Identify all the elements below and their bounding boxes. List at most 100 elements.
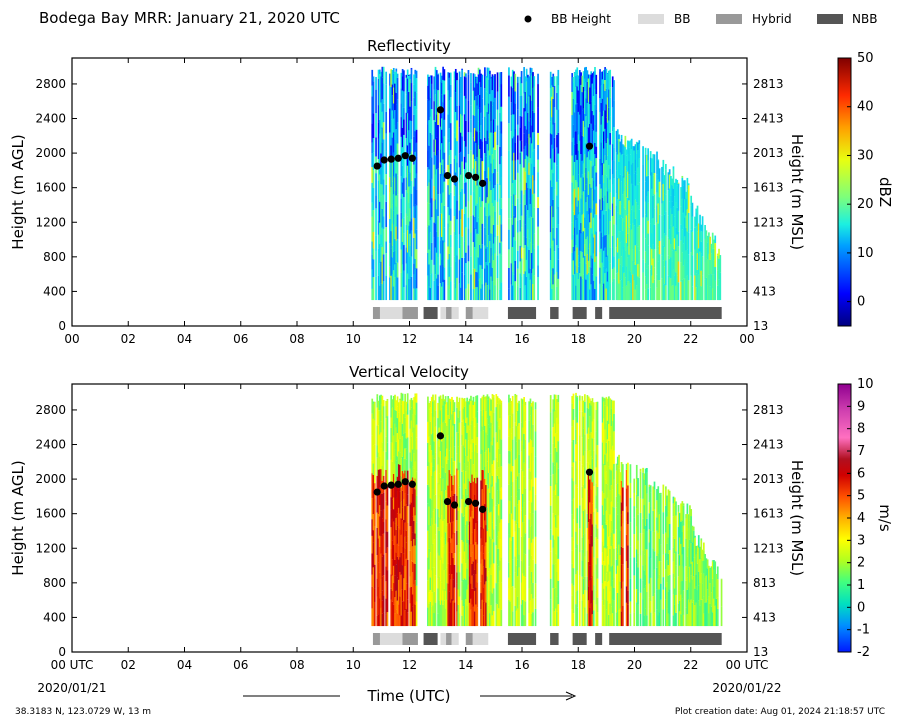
bb-type-bar-hybrid bbox=[372, 307, 380, 319]
y-tick-label-right: 1213 bbox=[753, 215, 784, 229]
reflectivity-panel: Reflectivity 00 02 04 06 08 10 12 14 16 18 20 22 000… bbox=[9, 37, 894, 346]
bb-height-point bbox=[450, 501, 459, 509]
bb-height-point bbox=[394, 154, 402, 162]
bb-height-point bbox=[380, 482, 388, 490]
vertical-velocity-ylabel-left: Height (m AGL) bbox=[9, 460, 27, 575]
legend-bb-height-label: BB Height bbox=[551, 12, 611, 26]
y-tick-label-left: 400 bbox=[43, 284, 66, 298]
bb-height-point bbox=[380, 156, 388, 164]
x-tick-label: 14 bbox=[458, 332, 473, 346]
y-tick-label-right: 813 bbox=[753, 576, 776, 590]
x-tick-label: 10 bbox=[346, 332, 361, 346]
bb-height-point bbox=[401, 478, 409, 486]
legend-bb-height-marker bbox=[524, 15, 532, 23]
bb-type-bar-nbb bbox=[423, 633, 438, 645]
legend-nbb-label: NBB bbox=[852, 12, 877, 26]
y-tick-label-right: 413 bbox=[753, 610, 776, 624]
bb-type-bar-nbb bbox=[550, 633, 559, 645]
colorbar-tick-label: -2 bbox=[857, 645, 870, 660]
bb-type-bar-hybrid bbox=[402, 633, 418, 645]
colorbar-tick-label: 9 bbox=[857, 399, 865, 414]
x-tick-label: 18 bbox=[571, 332, 586, 346]
bb-height-point bbox=[436, 432, 445, 440]
y-tick-label-left: 0 bbox=[58, 645, 66, 659]
bb-type-bar-bb bbox=[472, 633, 489, 645]
bb-type-bar-nbb bbox=[507, 307, 537, 319]
x-tick-label: 16 bbox=[514, 658, 529, 672]
x-tick-label: 06 bbox=[233, 658, 248, 672]
bb-height-point bbox=[401, 152, 409, 160]
bb-height-point bbox=[585, 142, 594, 150]
colorbar-tick-label: 5 bbox=[857, 489, 865, 504]
legend-bb-label: BB bbox=[674, 12, 690, 26]
y-tick-label-left: 2800 bbox=[35, 77, 66, 91]
x-tick-label: 12 bbox=[402, 658, 417, 672]
y-tick-label-left: 0 bbox=[58, 319, 66, 333]
vertical-velocity-bb-height-points bbox=[373, 432, 594, 513]
x-axis-label: Time (UTC) bbox=[367, 687, 451, 705]
colorbar-tick-label: 30 bbox=[857, 148, 874, 163]
bb-type-bar-bb bbox=[379, 633, 403, 645]
bb-type-bar-hybrid bbox=[446, 633, 452, 645]
y-tick-label-left: 2400 bbox=[35, 112, 66, 126]
reflectivity-colorbar-ticks: 0 10 20 30 40 50 bbox=[847, 51, 874, 310]
y-tick-label-left: 1600 bbox=[35, 181, 66, 195]
legend-hybrid-label: Hybrid bbox=[752, 12, 792, 26]
x-tick-label: 06 bbox=[233, 332, 248, 346]
y-tick-label-right: 13 bbox=[753, 319, 768, 333]
y-tick-label-right: 1613 bbox=[753, 181, 784, 195]
y-tick-label-left: 800 bbox=[43, 250, 66, 264]
x-tick-label: 00 UTC bbox=[51, 658, 94, 672]
bb-type-bar-nbb bbox=[609, 307, 722, 319]
bb-height-point bbox=[443, 171, 452, 180]
bb-type-bar-bb bbox=[440, 307, 447, 319]
bb-type-bar-nbb bbox=[550, 307, 559, 319]
vertical-velocity-title: Vertical Velocity bbox=[349, 363, 469, 381]
bb-height-point bbox=[408, 154, 416, 162]
colorbar-tick-label: 40 bbox=[857, 100, 874, 115]
bb-height-point bbox=[394, 480, 402, 488]
y-tick-label-right: 413 bbox=[753, 284, 776, 298]
bb-type-bar-bb bbox=[451, 633, 459, 645]
legend-hybrid-swatch bbox=[716, 14, 742, 24]
bb-type-bar-bb bbox=[472, 307, 489, 319]
x-tick-label: 08 bbox=[289, 658, 304, 672]
x-tick-label: 04 bbox=[177, 332, 192, 346]
y-tick-label-left: 2800 bbox=[35, 403, 66, 417]
y-tick-label-right: 813 bbox=[753, 250, 776, 264]
y-tick-label-left: 1200 bbox=[35, 215, 66, 229]
vertical-velocity-ylabel-right: Height (m MSL) bbox=[788, 460, 806, 576]
y-tick-label-right: 2413 bbox=[753, 112, 784, 126]
bb-height-point bbox=[479, 505, 487, 513]
bb-type-bar-hybrid bbox=[465, 633, 473, 645]
colorbar-tick-label: 50 bbox=[857, 51, 874, 66]
figure-title: Bodega Bay MRR: January 21, 2020 UTC bbox=[39, 9, 340, 27]
bb-type-bar-bb bbox=[379, 307, 403, 319]
bb-height-point bbox=[450, 175, 459, 183]
colorbar-tick-label: 10 bbox=[857, 246, 874, 261]
colorbar-tick-label: 20 bbox=[857, 197, 874, 212]
time-arrow-head-icon bbox=[565, 691, 577, 701]
bb-height-point bbox=[585, 468, 594, 476]
y-tick-label-left: 400 bbox=[43, 610, 66, 624]
y-tick-label-right: 2813 bbox=[753, 77, 784, 91]
bb-height-point bbox=[436, 106, 445, 114]
vertical-velocity-colorbar-ticks: -2 -1 0 1 2 3 4 5 6 7 8 9 10 bbox=[847, 377, 874, 660]
bb-type-bar-nbb bbox=[595, 307, 603, 319]
bb-type-bar-nbb bbox=[507, 633, 537, 645]
colorbar-tick-label: 6 bbox=[857, 466, 865, 481]
reflectivity-title: Reflectivity bbox=[367, 37, 451, 55]
x-tick-label: 22 bbox=[683, 658, 698, 672]
bb-height-point bbox=[471, 173, 480, 181]
x-tick-label: 00 bbox=[64, 332, 79, 346]
vertical-velocity-bb-type-bars bbox=[372, 633, 722, 645]
reflectivity-ylabel-right: Height (m MSL) bbox=[788, 134, 806, 250]
bb-type-bar-bb bbox=[451, 307, 459, 319]
y-tick-label-left: 2000 bbox=[35, 472, 66, 486]
location-label: 38.3183 N, 123.0729 W, 13 m bbox=[15, 707, 151, 717]
reflectivity-ylabel-left: Height (m AGL) bbox=[9, 134, 27, 249]
x-tick-label: 02 bbox=[121, 332, 136, 346]
y-tick-label-left: 1600 bbox=[35, 507, 66, 521]
